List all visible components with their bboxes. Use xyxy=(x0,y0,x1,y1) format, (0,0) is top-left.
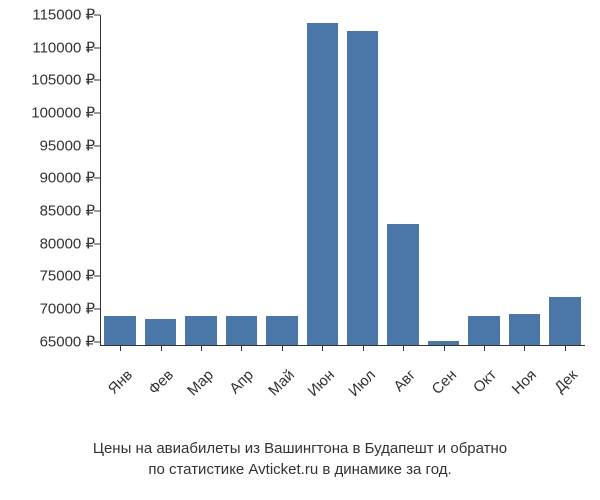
y-tick-label: 95000 ₽ xyxy=(0,138,95,153)
y-tick-label: 65000 ₽ xyxy=(0,334,95,349)
bar xyxy=(185,316,217,345)
x-tick-label: Ноя xyxy=(493,366,540,413)
x-tick-label: Янв xyxy=(89,366,136,413)
x-tick-label: Май xyxy=(251,366,298,413)
x-tick-mark xyxy=(444,345,445,351)
x-tick-mark xyxy=(403,345,404,351)
x-tick-label: Фев xyxy=(129,366,176,413)
x-tick-label: Сен xyxy=(412,366,459,413)
y-tick-label: 85000 ₽ xyxy=(0,204,95,219)
x-tick-label: Авг xyxy=(372,366,419,413)
bar xyxy=(266,316,298,345)
x-tick-mark xyxy=(161,345,162,351)
bar xyxy=(509,314,541,345)
bar xyxy=(104,316,136,345)
bar xyxy=(307,23,339,345)
x-tick-mark xyxy=(201,345,202,351)
x-tick-label: Дек xyxy=(533,366,580,413)
bar xyxy=(347,31,379,345)
y-tick-label: 110000 ₽ xyxy=(0,40,95,55)
x-axis: ЯнвФевМарАпрМайИюнИюлАвгСенОктНояДек xyxy=(100,350,585,430)
y-tick-label: 100000 ₽ xyxy=(0,106,95,121)
bar xyxy=(549,297,581,345)
x-tick-label: Июл xyxy=(331,366,378,413)
y-tick-label: 75000 ₽ xyxy=(0,269,95,284)
y-axis: 65000 ₽70000 ₽75000 ₽80000 ₽85000 ₽90000… xyxy=(0,15,95,345)
y-tick-label: 80000 ₽ xyxy=(0,236,95,251)
x-tick-mark xyxy=(120,345,121,351)
bar xyxy=(226,316,258,345)
bar xyxy=(468,316,500,345)
y-axis-line xyxy=(100,15,101,345)
x-tick-mark xyxy=(565,345,566,351)
x-tick-mark xyxy=(322,345,323,351)
x-tick-mark xyxy=(524,345,525,351)
x-tick-label: Окт xyxy=(453,366,500,413)
x-tick-mark xyxy=(241,345,242,351)
caption-line-2: по статистике Avticket.ru в динамике за … xyxy=(148,461,451,478)
y-tick-label: 70000 ₽ xyxy=(0,302,95,317)
x-tick-mark xyxy=(282,345,283,351)
bars-group xyxy=(100,15,585,345)
x-tick-mark xyxy=(484,345,485,351)
x-tick-mark xyxy=(363,345,364,351)
bar xyxy=(387,224,419,345)
caption-line-1: Цены на авиабилеты из Вашингтона в Будап… xyxy=(93,440,507,457)
y-tick-label: 105000 ₽ xyxy=(0,73,95,88)
y-tick-label: 115000 ₽ xyxy=(0,8,95,23)
bar xyxy=(145,319,177,345)
plot-area xyxy=(100,15,585,345)
x-axis-line xyxy=(100,345,585,346)
flight-price-chart: 65000 ₽ 70000 ₽ 75000 ₽ 80000 ₽ 85000 ₽ 90000… xyxy=(0,0,600,500)
x-tick-label: Мар xyxy=(170,366,217,413)
x-tick-label: Июн xyxy=(291,366,338,413)
x-tick-label: Апр xyxy=(210,366,257,413)
chart-caption: Цены на авиабилеты из Вашингтона в Будап… xyxy=(0,438,600,480)
y-tick-label: 90000 ₽ xyxy=(0,171,95,186)
